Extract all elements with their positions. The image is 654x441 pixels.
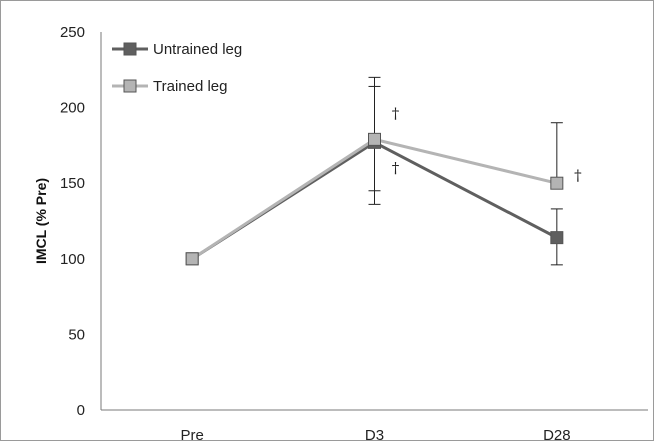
- y-axis-title: IMCL (% Pre): [33, 178, 49, 264]
- legend-marker: [123, 79, 137, 93]
- series-lines: [185, 132, 564, 266]
- legend-label: Untrained leg: [153, 41, 242, 58]
- significance-dagger: †: [392, 159, 400, 177]
- y-tick-label: 100: [60, 251, 85, 268]
- x-tick-label: D3: [365, 427, 384, 441]
- y-tick-label: 250: [60, 24, 85, 41]
- y-tick-label: 150: [60, 175, 85, 192]
- data-point-marker: [185, 252, 199, 266]
- data-point-marker: [368, 132, 381, 146]
- data-point-marker: [550, 231, 564, 245]
- legend: Untrained leg Trained leg: [112, 41, 242, 95]
- significance-dagger: †: [574, 167, 582, 185]
- significance-markers: † † †: [392, 105, 582, 185]
- x-tick-label: D28: [543, 427, 571, 441]
- data-point-marker: [550, 176, 564, 190]
- axes: [100, 32, 648, 411]
- tick-labels: 0 50 100 150 200 250 Pre D3 D28: [60, 24, 571, 441]
- y-tick-label: 50: [68, 326, 85, 343]
- x-tick-label: Pre: [180, 427, 203, 441]
- significance-dagger: †: [392, 105, 400, 123]
- y-tick-label: 200: [60, 100, 85, 117]
- y-tick-label: 0: [77, 402, 85, 419]
- legend-label: Trained leg: [153, 78, 228, 95]
- legend-marker: [123, 42, 137, 56]
